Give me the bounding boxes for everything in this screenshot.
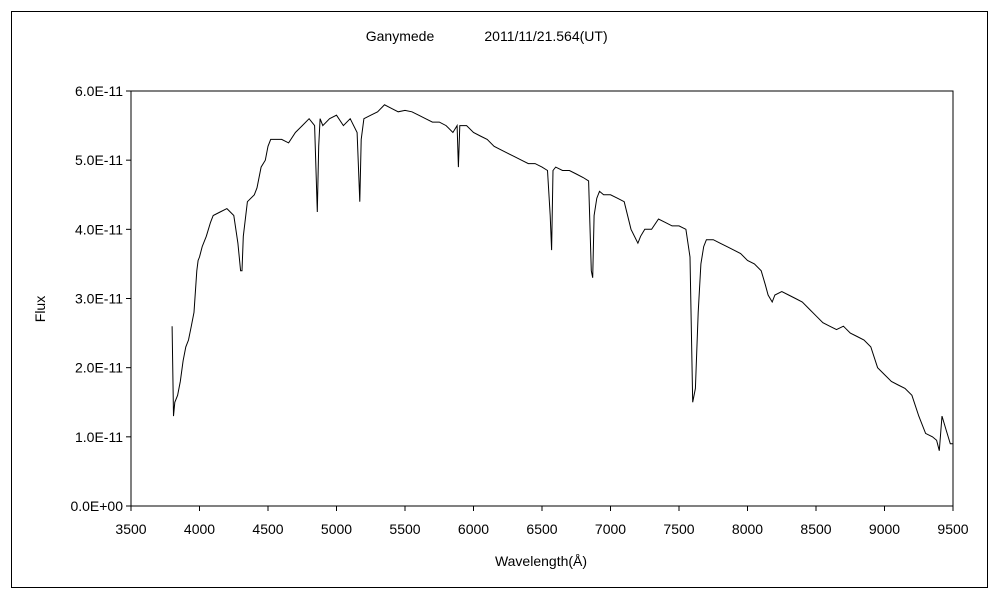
x-tick-label: 3500 (115, 521, 146, 537)
plot-area (130, 90, 954, 507)
x-tick-label: 9500 (937, 521, 968, 537)
y-tick-label: 4.0E-11 (75, 221, 123, 237)
y-tick-label: 5.0E-11 (75, 152, 123, 168)
y-axis-title: Flux (32, 296, 48, 322)
x-tick-label: 8500 (800, 521, 831, 537)
y-axis: 0.0E+00 1.0E-11 2.0E-11 3.0E-11 4.0E-11 5.0E-… (70, 83, 131, 514)
x-tick-label: 4000 (184, 521, 215, 537)
x-tick-label: 6000 (458, 521, 489, 537)
y-tick-label: 1.0E-11 (75, 429, 123, 445)
x-tick-label: 5000 (321, 521, 352, 537)
x-tick-label: 8000 (732, 521, 763, 537)
y-tick-label: 2.0E-11 (75, 360, 123, 376)
chart-frame (11, 11, 988, 588)
x-tick-label: 6500 (526, 521, 557, 537)
x-tick-label: 7500 (663, 521, 694, 537)
y-tick-label: 6.0E-11 (75, 83, 123, 99)
flux-spectrum-line (171, 104, 953, 451)
x-tick-label: 9000 (869, 521, 900, 537)
x-tick-label: 4500 (252, 521, 283, 537)
chart-subtitle: 2011/11/21.564(UT) (484, 28, 607, 44)
y-tick-label: 3.0E-11 (75, 291, 123, 307)
chart-title: Ganymede (366, 28, 435, 44)
y-tick-label: 0.0E+00 (70, 498, 123, 514)
x-axis: 3500 4000 4500 5000 5500 6000 6500 7000 7500 8000… (115, 506, 969, 537)
x-tick-label: 7000 (595, 521, 626, 537)
x-tick-label: 5500 (389, 521, 420, 537)
x-axis-title: Wavelength(Å) (495, 553, 587, 569)
